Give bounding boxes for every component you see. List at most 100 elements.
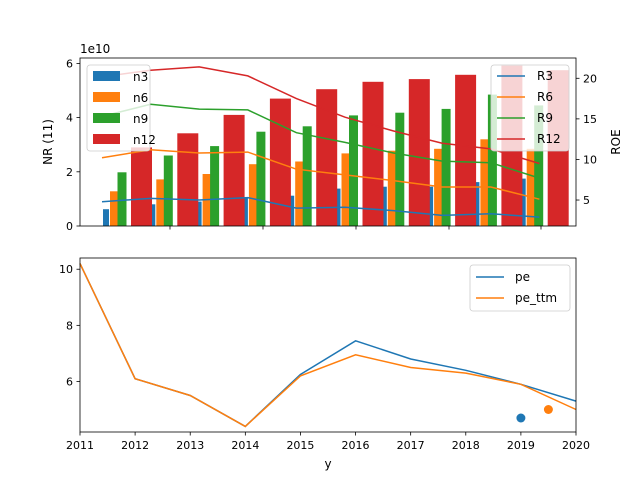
- xtick-label: 2012: [121, 439, 149, 452]
- bar-n3-2019: [473, 182, 480, 226]
- bar-n3-2011: [103, 209, 109, 226]
- xtick-label: 2017: [397, 439, 425, 452]
- bar-n9-2015: [302, 126, 312, 226]
- bar-n3-2012: [149, 204, 156, 226]
- bottom-points: [516, 405, 553, 423]
- top-left-ylabel: NR (11): [41, 119, 55, 165]
- legend-swatch-n12: [93, 134, 120, 144]
- legend-swatch-n6: [93, 92, 120, 102]
- bottom-plot-frame: [79, 257, 577, 433]
- bar-n12-2016: [362, 81, 384, 226]
- ytick-label: 4: [66, 112, 73, 125]
- bar-n6-2015: [295, 161, 304, 226]
- ytick-label: 8: [66, 319, 73, 332]
- ytick-right-label: 15: [583, 113, 597, 126]
- ytick-label: 6: [66, 375, 73, 388]
- legend-label-n9: n9: [133, 112, 148, 126]
- legend-lines-box: [490, 64, 570, 152]
- ytick-label: 0: [66, 220, 73, 233]
- top-right-ylabel: ROE: [609, 129, 623, 154]
- bar-n6-2014: [248, 164, 257, 226]
- xtick-label: 2020: [562, 439, 590, 452]
- xtick-label: 2011: [66, 439, 94, 452]
- legend-swatch-n3: [93, 71, 120, 81]
- bar-n3-2013: [195, 201, 202, 226]
- ytick-right-label: 20: [583, 72, 597, 85]
- bar-n9-2014: [256, 131, 266, 226]
- top-bars: [103, 65, 569, 226]
- bar-n6-2016: [341, 153, 350, 226]
- legend-pe: pe pe_ttm: [469, 264, 571, 312]
- bar-n3-2020: [519, 178, 526, 226]
- legend-label-R3: R3: [537, 69, 553, 83]
- bar-n3-2017: [380, 186, 387, 226]
- ytick-label: 2: [66, 166, 73, 179]
- bar-n12-2017: [408, 79, 430, 226]
- legend-bars-box: [86, 64, 151, 152]
- bar-n12-2014: [269, 98, 291, 226]
- bar-n3-2018: [427, 186, 434, 226]
- bar-n12-2015: [316, 89, 338, 226]
- ytick-label: 10: [59, 263, 73, 276]
- xtick-label: 2015: [286, 439, 314, 452]
- bar-n12-2012: [177, 133, 199, 226]
- bar-n9-2017: [395, 112, 405, 226]
- ytick-right-label: 5: [583, 194, 590, 207]
- bar-n6-2020: [526, 148, 535, 226]
- top-exponent-label: 1e10: [80, 42, 110, 56]
- legend-label-R6: R6: [537, 90, 553, 104]
- bar-n6-2011: [110, 191, 118, 226]
- xtick-label: 2019: [507, 439, 535, 452]
- line-R9: [101, 103, 540, 179]
- line-R3: [101, 196, 540, 218]
- legend-lines: R3 R6 R9 R12: [490, 64, 570, 152]
- line-R6: [101, 148, 540, 200]
- legend-label-R9: R9: [537, 111, 553, 125]
- xtick-label: 2016: [342, 439, 370, 452]
- bar-n9-2013: [210, 146, 220, 226]
- bar-n12-2018: [455, 74, 477, 226]
- bottom-xlabel: y: [324, 457, 331, 471]
- bottom-lines: [79, 263, 577, 428]
- ytick-label: 6: [66, 57, 73, 70]
- top-x-axis: [169, 226, 542, 230]
- legend-bars: n3 n6 n9 n12: [86, 64, 156, 152]
- point-pe_ttm: [543, 405, 553, 414]
- xtick-label: 2013: [176, 439, 204, 452]
- bar-n9-2019: [487, 94, 497, 226]
- bar-n9-2018: [441, 108, 451, 226]
- legend-label-n3: n3: [133, 70, 148, 84]
- bar-n6-2018: [434, 148, 443, 226]
- bar-n3-2015: [288, 195, 295, 226]
- legend-label-n6: n6: [133, 91, 148, 105]
- bar-n3-2014: [241, 197, 248, 226]
- bar-n9-2011: [117, 172, 127, 226]
- legend-label-pe: pe: [515, 270, 530, 284]
- top-left-axis: 0 2 4 6: [66, 57, 80, 233]
- bar-n12-2011: [131, 147, 152, 226]
- bar-n9-2020: [534, 105, 544, 226]
- line-pe_ttm: [79, 263, 577, 428]
- line-R12: [101, 66, 540, 165]
- legend-label-n12: n12: [133, 133, 156, 147]
- ytick-right-label: 10: [583, 153, 597, 166]
- top-lines: [101, 66, 540, 218]
- top-right-axis: 5 10 15 20: [576, 72, 597, 207]
- legend-label-pe_ttm: pe_ttm: [515, 291, 557, 305]
- bar-n9-2012: [163, 155, 173, 226]
- bar-n6-2012: [156, 179, 165, 226]
- bar-n6-2017: [387, 150, 396, 226]
- top-plot-frame: [79, 57, 577, 227]
- bar-n6-2019: [480, 139, 489, 226]
- bottom-y-axis: 6 8 10: [59, 263, 80, 388]
- bar-n12-2013: [223, 114, 245, 226]
- legend-label-R12: R12: [537, 132, 561, 146]
- xtick-label: 2018: [452, 439, 480, 452]
- legend-swatch-n9: [93, 113, 120, 123]
- bar-n9-2016: [349, 115, 358, 226]
- xtick-label: 2014: [231, 439, 259, 452]
- bottom-x-axis: 2011 2012 2013 2014 2015 2016 2017 2018 2019 2020: [66, 432, 590, 452]
